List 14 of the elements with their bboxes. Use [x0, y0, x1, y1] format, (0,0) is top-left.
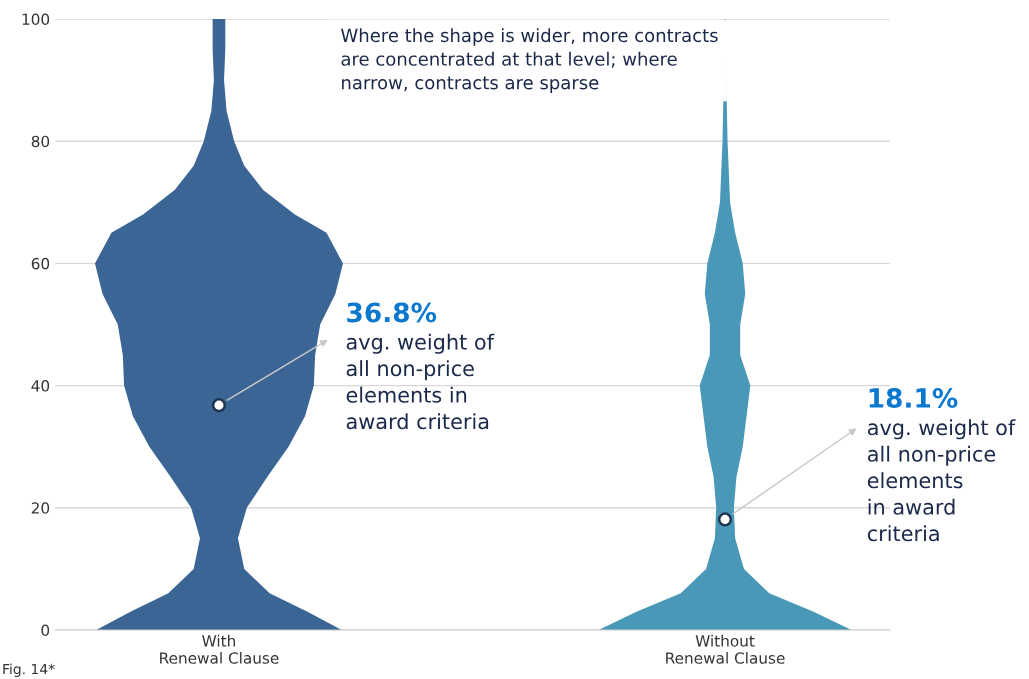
caption: Fig. 14*: [3, 663, 55, 677]
y-tick-label: 20: [31, 502, 50, 514]
annotation: 18.1%: [869, 388, 958, 408]
y-tick-label: 40: [31, 380, 50, 392]
y-tick-label: 60: [31, 257, 50, 270]
annotation: Where the shape is wider, more contracts are concentrated at that level; where narrow, contracts are sparse: [341, 28, 718, 93]
y-tick-label: 80: [31, 135, 50, 148]
x-tick-label: Without Renewal Clause: [666, 634, 785, 664]
y-tick-label: 0: [41, 624, 50, 637]
annotation: avg. weight of all non-price elements in award criteria: [346, 333, 495, 430]
annotation: avg. weight of all non-price elements in award criteria: [867, 419, 1016, 542]
annotation: 36.8%: [347, 302, 437, 323]
x-tick-label: With Renewal Clause: [160, 634, 279, 664]
y-tick-label: 100: [22, 13, 50, 26]
